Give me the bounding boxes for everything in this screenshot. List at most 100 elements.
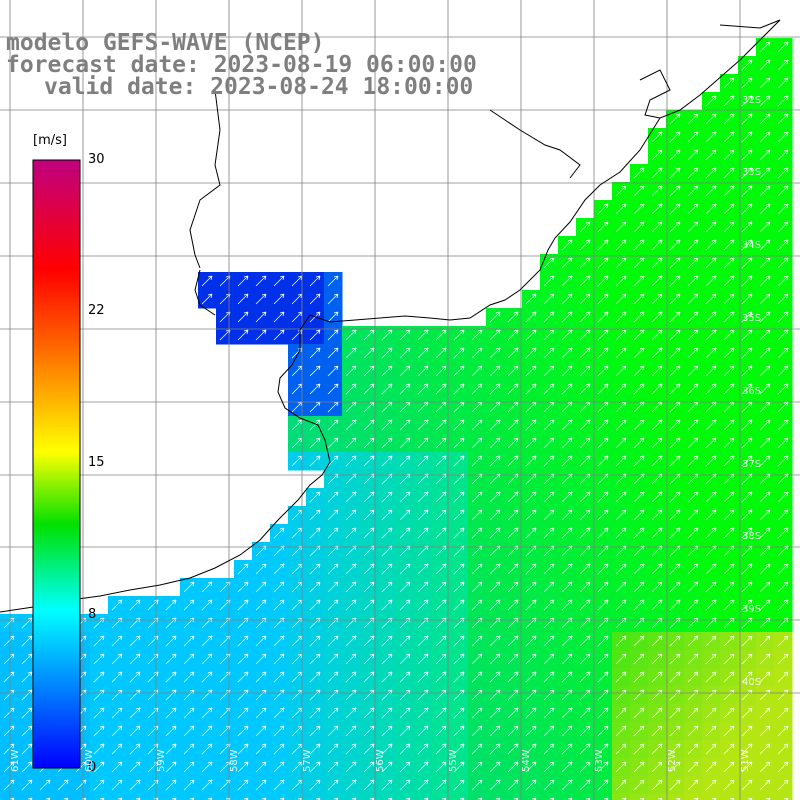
wind-speed-cell [180, 794, 199, 800]
wind-vector-arrow [597, 779, 609, 791]
wind-vector-arrow [651, 257, 663, 269]
wind-vector-arrow [3, 653, 15, 665]
wind-vector-arrow [633, 509, 645, 521]
wind-vector-arrow [759, 131, 771, 143]
wind-vector-arrow [777, 419, 789, 431]
wind-vector-arrow [669, 725, 681, 737]
wind-vector-arrow [597, 599, 609, 611]
wind-vector-arrow [327, 671, 339, 683]
wind-vector-arrow [129, 707, 141, 719]
wind-vector-arrow [129, 725, 141, 737]
wind-vector-arrow [345, 581, 357, 593]
wind-vector-arrow [201, 275, 213, 287]
wind-vector-arrow [759, 383, 771, 395]
wind-vector-arrow [741, 491, 753, 503]
wind-vector-arrow [633, 455, 645, 467]
map-title: modelo GEFS-WAVE (NCEP) [6, 30, 325, 56]
wind-speed-cell [360, 794, 379, 800]
wind-vector-arrow [363, 527, 375, 539]
wind-speed-cell [594, 794, 613, 800]
wind-speed-cell [162, 794, 181, 800]
wind-vector-arrow [597, 509, 609, 521]
wind-vector-arrow [705, 437, 717, 449]
wind-vector-arrow [615, 509, 627, 521]
wind-vector-arrow [525, 635, 537, 647]
wind-vector-arrow [687, 779, 699, 791]
wind-vector-arrow [705, 383, 717, 395]
wind-vector-arrow [525, 725, 537, 737]
wind-vector-arrow [471, 491, 483, 503]
wind-speed-cell [36, 794, 55, 800]
wind-vector-arrow [435, 383, 447, 395]
wind-vector-arrow [507, 707, 519, 719]
wind-vector-arrow [471, 527, 483, 539]
wind-vector-arrow [723, 653, 735, 665]
wind-vector-arrow [741, 509, 753, 521]
wind-vector-arrow [777, 77, 789, 89]
wind-vector-arrow [507, 329, 519, 341]
wind-vector-arrow [759, 635, 771, 647]
wind-vector-arrow [741, 113, 753, 125]
wind-vector-arrow [651, 455, 663, 467]
wind-vector-arrow [561, 329, 573, 341]
wind-vector-arrow [417, 761, 429, 773]
wind-vector-arrow [417, 563, 429, 575]
wind-vector-arrow [381, 599, 393, 611]
wind-vector-arrow [759, 311, 771, 323]
wind-vector-arrow [543, 383, 555, 395]
wind-vector-arrow [705, 419, 717, 431]
lat-label-34s: 34S [742, 240, 762, 251]
wind-vector-arrow [309, 347, 321, 359]
wind-vector-arrow [687, 455, 699, 467]
wind-vector-arrow [345, 419, 357, 431]
wind-vector-arrow [705, 653, 717, 665]
wind-vector-arrow [507, 743, 519, 755]
colorbar-units: [m/s] [33, 133, 67, 148]
wind-vector-arrow [543, 707, 555, 719]
wind-vector-arrow [759, 347, 771, 359]
wind-vector-arrow [363, 347, 375, 359]
wind-vector-arrow [255, 563, 267, 575]
wind-vector-arrow [687, 527, 699, 539]
wind-vector-arrow [525, 563, 537, 575]
wind-vector-arrow [399, 635, 411, 647]
lat-label-39s: 39S [742, 604, 762, 615]
wind-vector-arrow [489, 671, 501, 683]
wind-vector-arrow [273, 275, 285, 287]
wind-vector-arrow [687, 311, 699, 323]
wind-vector-arrow [543, 779, 555, 791]
wind-vector-arrow [93, 743, 105, 755]
wind-vector-arrow [741, 455, 753, 467]
wind-vector-arrow [723, 437, 735, 449]
wind-vector-arrow [561, 293, 573, 305]
wind-vector-arrow [417, 455, 429, 467]
wind-vector-arrow [255, 311, 267, 323]
wind-vector-arrow [471, 329, 483, 341]
wind-vector-arrow [201, 653, 213, 665]
wind-vector-arrow [363, 329, 375, 341]
wind-vector-arrow [417, 419, 429, 431]
wind-vector-arrow [687, 563, 699, 575]
wind-vector-arrow [669, 761, 681, 773]
wind-vector-arrow [651, 149, 663, 161]
wind-vector-arrow [705, 167, 717, 179]
lat-label-38s: 38S [742, 531, 762, 542]
wind-vector-arrow [759, 671, 771, 683]
wind-vector-arrow [327, 347, 339, 359]
wind-vector-arrow [21, 743, 33, 755]
wind-vector-arrow [759, 41, 771, 53]
wind-vector-arrow [669, 527, 681, 539]
wind-vector-arrow [777, 743, 789, 755]
wind-vector-arrow [237, 743, 249, 755]
wind-vector-arrow [471, 563, 483, 575]
wind-vector-arrow [345, 599, 357, 611]
wind-vector-arrow [399, 743, 411, 755]
wind-vector-arrow [453, 761, 465, 773]
wind-vector-arrow [129, 635, 141, 647]
wind-vector-arrow [489, 761, 501, 773]
wind-vector-arrow [615, 239, 627, 251]
colorbar-tick-30: 30 [88, 152, 105, 167]
wind-vector-arrow [723, 95, 735, 107]
wind-vector-arrow [669, 149, 681, 161]
wind-vector-arrow [309, 563, 321, 575]
